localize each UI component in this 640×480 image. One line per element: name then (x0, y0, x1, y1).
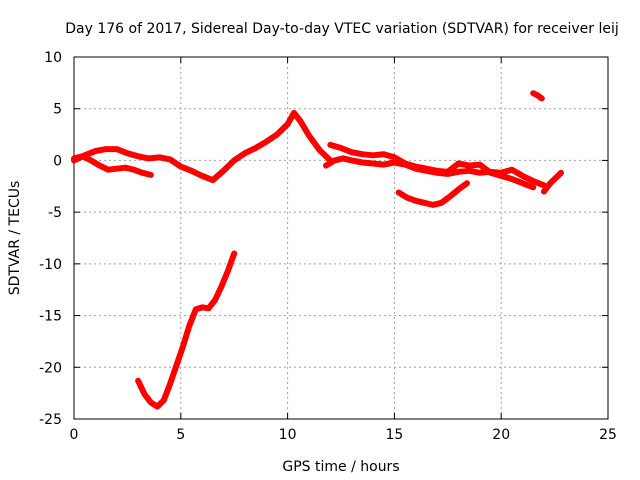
x-tick-label: 5 (176, 427, 185, 443)
y-tick-label: -25 (39, 412, 62, 428)
y-tick-label: 5 (53, 102, 62, 118)
y-tick-label: 10 (44, 50, 62, 66)
x-axis-label: GPS time / hours (282, 459, 399, 475)
plot-frame (73, 56, 609, 420)
x-tick-label: 0 (70, 427, 79, 443)
y-tick-label: -10 (39, 257, 62, 273)
chart-title: Day 176 of 2017, Sidereal Day-to-day VTE… (65, 21, 619, 37)
y-tick-label: -20 (39, 360, 62, 376)
data-series (71, 90, 564, 410)
series-isolated-arc (530, 90, 545, 102)
y-axis-label: SDTVAR / TECUs (7, 181, 23, 296)
y-tick-label: -15 (39, 309, 62, 325)
series-upper-track-b (71, 109, 334, 184)
series-upper-track-e (540, 169, 564, 195)
grid-lines (74, 57, 608, 419)
y-tick-label: -5 (48, 205, 62, 221)
series-upper-track-d (327, 141, 537, 191)
x-tick-label: 10 (279, 427, 297, 443)
series-upper-track-a (71, 153, 154, 178)
x-tick-label: 15 (385, 427, 403, 443)
series-lower-arc (395, 180, 470, 208)
x-tick-label: 25 (599, 427, 617, 443)
x-tick-label: 20 (492, 427, 510, 443)
series-deep-arc (135, 250, 238, 410)
axis-ticks: 0 5 10 15 20 25 -25 -20 -15 -10 -5 0 5 10 (39, 50, 617, 443)
y-tick-label: 0 (53, 153, 62, 169)
